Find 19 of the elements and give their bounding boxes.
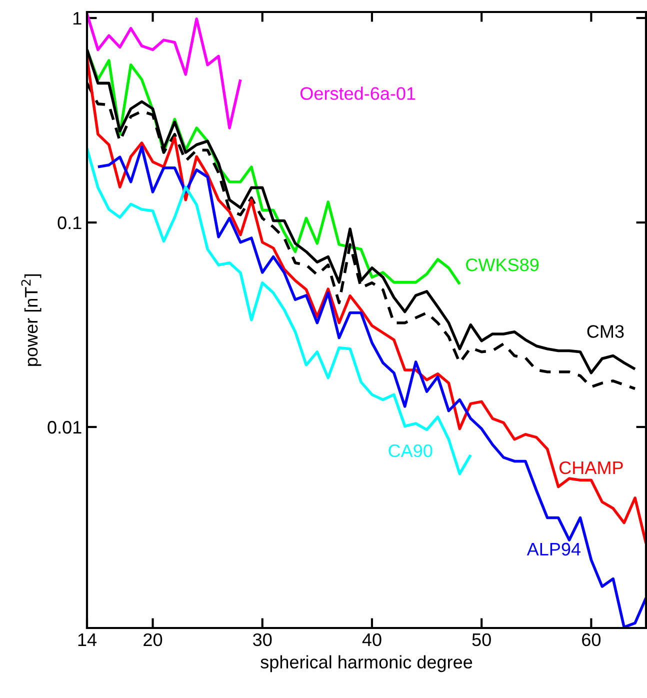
y-tick-label: 0.1 (58, 216, 82, 230)
x-tick-label: 30 (253, 633, 272, 646)
line-series (87, 12, 242, 130)
x-tick-label: 14 (78, 634, 97, 646)
series-label: CWKS89 (466, 258, 539, 272)
x-axis-title: spherical harmonic degree (260, 655, 472, 672)
x-tick-label: 50 (472, 633, 491, 646)
x-tick-label: 20 (144, 633, 162, 646)
series-label: CHAMP (560, 461, 623, 474)
x-tick-label: 40 (362, 633, 382, 646)
y-axis-title: power [nT$^{2}$] (21, 274, 42, 366)
series-label: CA90 (388, 444, 432, 458)
y-tick-label: 1 (73, 12, 82, 25)
series-label: ALP94 (526, 542, 581, 556)
text: Oersted-6a-01 (300, 86, 416, 100)
x-tick-label: 60 (582, 633, 601, 646)
y-tick-label: 0.01 (48, 420, 82, 434)
series-label: CM3 (587, 325, 624, 338)
line-series (96, 146, 646, 628)
